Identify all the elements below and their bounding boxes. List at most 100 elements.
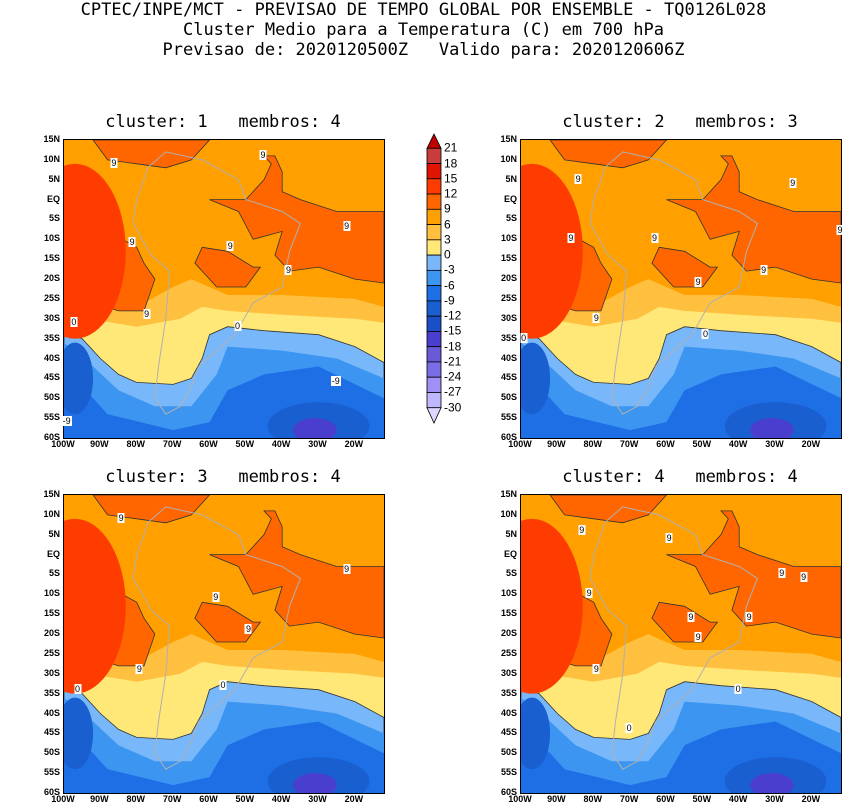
- longitude-tick-label: 90W: [547, 439, 566, 449]
- colorbar-swatch: [426, 208, 442, 225]
- colorbar-tick-label: -15: [444, 323, 462, 338]
- temperature-band: [209, 155, 384, 284]
- latitude-tick-label: 15N: [43, 489, 60, 499]
- longitude-tick-label: 80W: [583, 439, 602, 449]
- latitude-tick-label: 5N: [48, 528, 60, 539]
- title-line-3: Previsao de: 2020120500Z Valido para: 20…: [162, 40, 685, 60]
- latitude-tick-label: 20S: [43, 628, 60, 639]
- latitude-tick-label: EQ: [46, 548, 60, 559]
- temperature-band: [666, 155, 841, 284]
- longitude-tick-label: 20W: [344, 794, 364, 804]
- longitude-tick-label: 50W: [692, 439, 712, 449]
- latitude-tick-label: 5N: [505, 173, 517, 184]
- colorbar-swatch: [426, 178, 442, 195]
- latitude-tick-label: 10N: [500, 153, 517, 164]
- contour-label: 0: [520, 332, 528, 343]
- longitude-tick-label: 30W: [308, 794, 327, 804]
- latitude-tick-label: 45S: [500, 727, 517, 738]
- temperature-core: [521, 342, 551, 415]
- latitude-tick-label: 45S: [500, 372, 517, 383]
- longitude-tick-label: 70W: [162, 439, 182, 449]
- longitude-tick-label: 20W: [801, 794, 821, 804]
- latitude-tick-label: 5S: [48, 568, 60, 579]
- longitude-tick-label: 30W: [765, 439, 784, 449]
- latitude-tick-label: 10N: [500, 508, 517, 519]
- colorbar-tick-label: -21: [444, 354, 462, 369]
- colorbar-legend: 21 18 15 12 9 6 3 0 -3 -6 -9 -12 -15 -18 -21 -24 -27 -30: [426, 133, 486, 443]
- latitude-tick-label: 50S: [43, 392, 60, 403]
- longitude-tick-label: 50W: [235, 794, 255, 804]
- colorbar-swatch: [426, 315, 442, 332]
- latitude-tick-label: 40S: [500, 707, 517, 718]
- latitude-tick-label: 50S: [500, 747, 517, 758]
- longitude-tick-label: 60W: [656, 794, 675, 804]
- latitude-tick-label: 5N: [48, 173, 60, 184]
- longitude-tick-label: 80W: [583, 794, 602, 804]
- colorbar-tick-label: -27: [444, 384, 462, 399]
- colorbar-tick-label: -30: [444, 400, 462, 415]
- longitude-tick-label: 80W: [126, 794, 145, 804]
- map-panel-cluster-4: 15N 10N 5N EQ 5S 10S 15S 20S 25S 30S 35S 40S 45S 50S 5…: [500, 489, 842, 804]
- contour-label: 9: [244, 624, 252, 635]
- temperature-core: [64, 342, 94, 415]
- latitude-tick-label: 35S: [43, 687, 60, 698]
- temperature-core: [750, 773, 794, 793]
- colorbar-swatch: [426, 285, 442, 302]
- latitude-tick-label: 30S: [43, 312, 60, 323]
- latitude-tick-label: 40S: [500, 352, 517, 363]
- temperature-core: [64, 518, 126, 694]
- latitude-tick-label: 35S: [500, 332, 517, 343]
- colorbar-tick-label: 9: [444, 201, 451, 216]
- contour-label: 9: [694, 632, 702, 643]
- latitude-tick-label: 35S: [43, 332, 60, 343]
- latitude-tick-label: 15N: [500, 489, 517, 499]
- longitude-tick-label: 60W: [199, 439, 218, 449]
- contour-label: 9: [592, 312, 600, 323]
- latitude-tick-label: 25S: [500, 647, 517, 658]
- latitude-tick-label: 10S: [43, 233, 60, 244]
- longitude-tick-label: 40W: [728, 439, 748, 449]
- temperature-contour-map: [520, 494, 842, 794]
- temperature-core: [521, 518, 583, 694]
- latitude-tick-label: 10S: [43, 588, 60, 599]
- longitude-tick-label: 90W: [547, 794, 566, 804]
- latitude-tick-label: 45S: [43, 727, 60, 738]
- longitude-tick-label: 50W: [235, 439, 255, 449]
- colorbar-swatch: [426, 133, 442, 149]
- latitude-tick-label: 25S: [500, 292, 517, 303]
- latitude-tick-label: 60S: [43, 787, 60, 797]
- colorbar-swatches: [426, 133, 442, 424]
- contour-label: 9: [778, 568, 786, 579]
- latitude-tick-label: 60S: [500, 787, 517, 797]
- longitude-tick-label: 30W: [765, 794, 784, 804]
- temperature-band: [194, 246, 262, 288]
- latitude-tick-label: 15S: [500, 608, 517, 619]
- longitude-tick-label: 50W: [692, 794, 712, 804]
- colorbar-swatch: [426, 392, 442, 409]
- colorbar-tick-label: 15: [444, 171, 458, 186]
- longitude-tick-label: 20W: [344, 439, 364, 449]
- latitude-tick-label: 50S: [43, 747, 60, 758]
- colorbar-tick-label: 12: [444, 186, 458, 201]
- latitude-tick-label: 20S: [43, 273, 60, 284]
- contour-label: 0: [734, 683, 742, 694]
- colorbar-tick-label: 21: [444, 140, 458, 155]
- map-panel-cluster-3: 15N 10N 5N EQ 5S 10S 15S 20S 25S 30S 35S 40S 45S 50S 5…: [43, 489, 385, 804]
- contour-label: 9: [651, 233, 659, 244]
- colorbar-swatch: [426, 147, 442, 164]
- temperature-core: [750, 418, 794, 438]
- contour-label: -9: [61, 416, 72, 427]
- latitude-tick-label: 5N: [505, 528, 517, 539]
- latitude-tick-label: 5S: [505, 568, 517, 579]
- panel-title-3: cluster: 3 membros: 4: [105, 467, 341, 487]
- title-line-1: CPTEC/INPE/MCT - PREVISAO DE TEMPO GLOBA…: [80, 0, 767, 20]
- longitude-tick-label: 70W: [162, 794, 182, 804]
- temperature-core: [521, 163, 583, 339]
- coastline: [132, 506, 302, 770]
- latitude-tick-label: 60S: [43, 432, 60, 442]
- contour-label: 9: [343, 564, 351, 575]
- colorbar-tick-label: -24: [444, 369, 462, 384]
- temperature-contour-map: [63, 139, 385, 439]
- colorbar-tick-label: -6: [444, 278, 455, 293]
- latitude-tick-label: 10S: [500, 233, 517, 244]
